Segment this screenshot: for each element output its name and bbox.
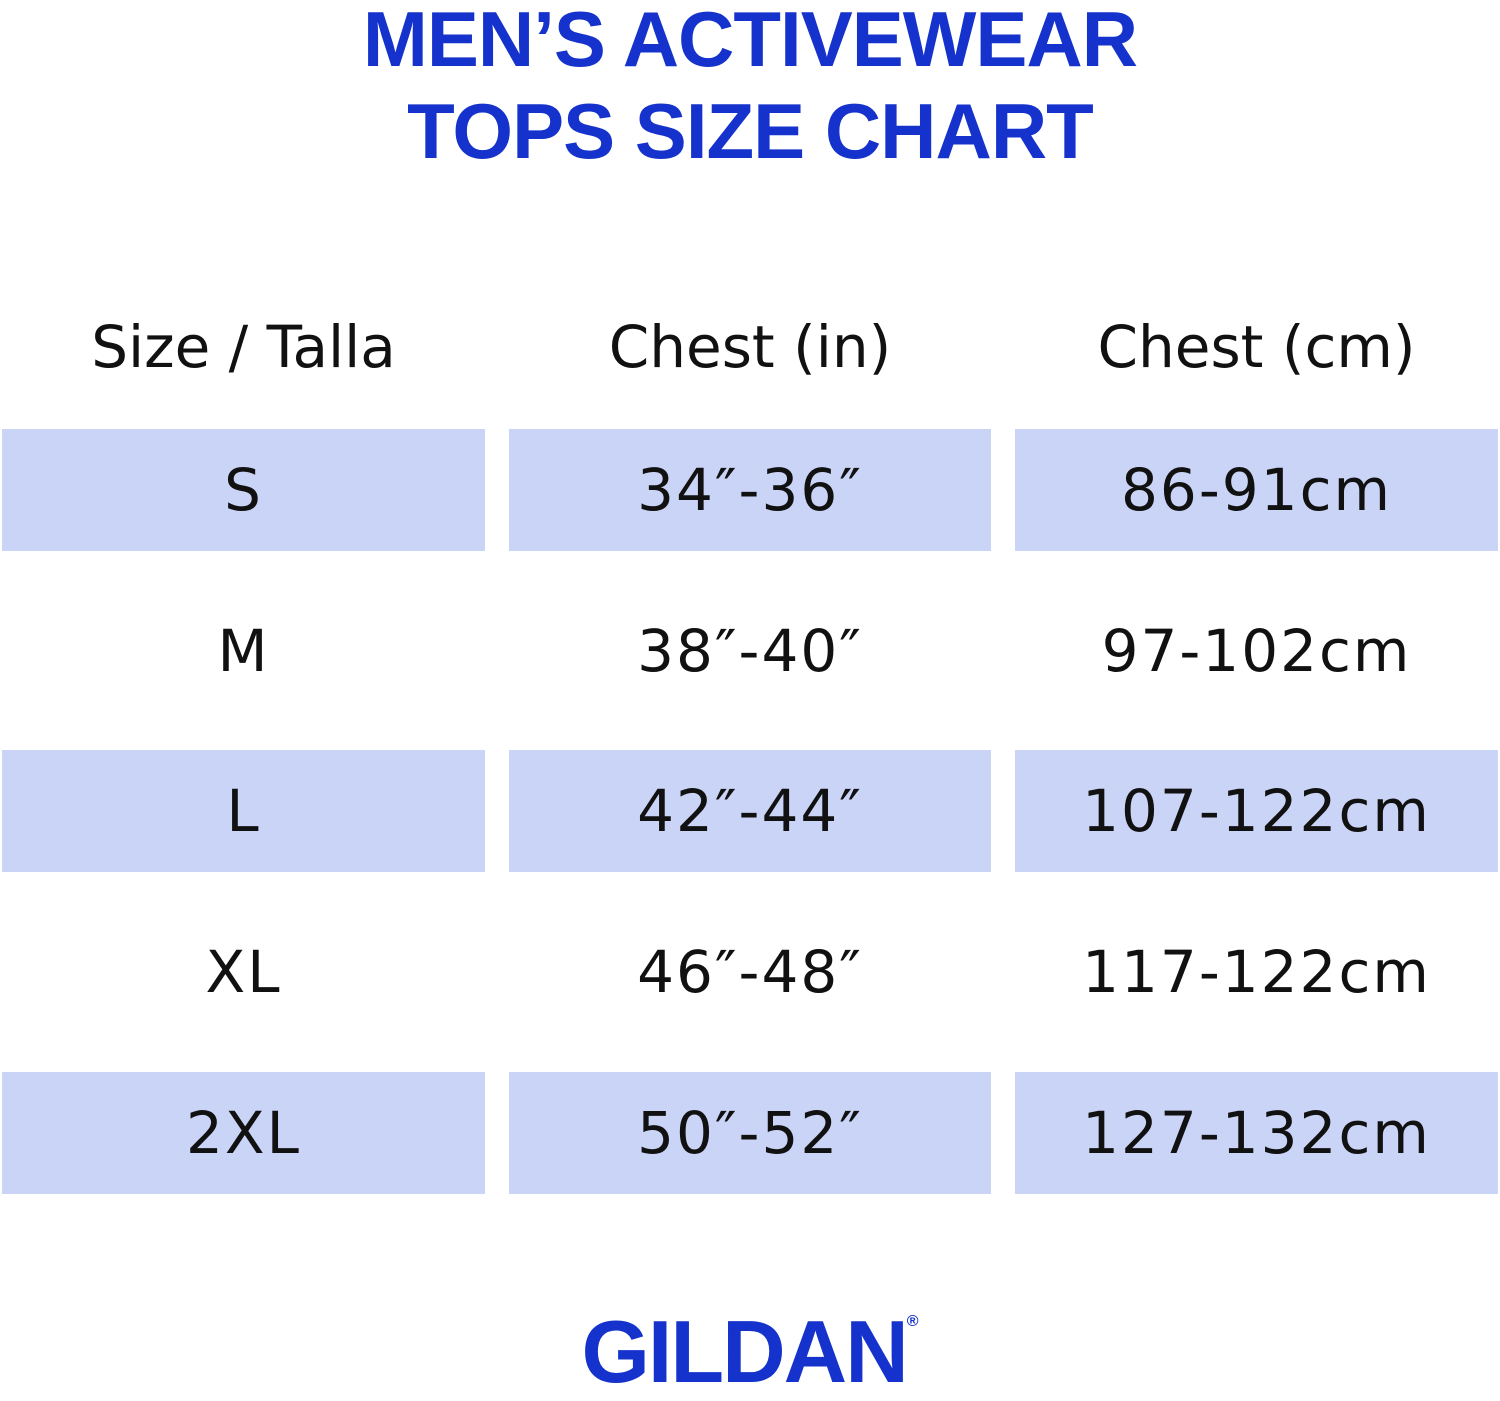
gildan-logo: GILDAN®	[0, 1308, 1500, 1396]
header-chest-cm: Chest (cm)	[1097, 313, 1416, 381]
chest-cm-cell: 97-102cm	[1101, 617, 1412, 685]
title-line-1: MEN’S ACTIVEWEAR	[362, 0, 1138, 83]
registered-mark: ®	[906, 1313, 919, 1330]
chest-cm-cell: 107-122cm	[1015, 750, 1498, 872]
size-cell: S	[2, 429, 485, 551]
table-row: XL 46″-48″ 117-122cm	[0, 911, 1500, 1033]
chest-in-cell: 34″-36″	[509, 429, 991, 551]
size-cell: L	[2, 750, 485, 872]
chest-cm-cell: 117-122cm	[1082, 938, 1431, 1006]
chest-cm-cell: 86-91cm	[1015, 429, 1498, 551]
table-row: M 38″-40″ 97-102cm	[0, 590, 1500, 712]
chest-in-cell: 50″-52″	[509, 1072, 991, 1194]
header-size: Size / Talla	[91, 313, 396, 381]
chest-in-cell: 46″-48″	[637, 938, 863, 1006]
size-cell: M	[217, 617, 270, 685]
size-cell: 2XL	[2, 1072, 485, 1194]
table-row: S 34″-36″ 86-91cm	[0, 429, 1500, 551]
chest-in-cell: 38″-40″	[637, 617, 863, 685]
table-row: L 42″-44″ 107-122cm	[0, 750, 1500, 872]
size-cell: XL	[205, 938, 282, 1006]
chest-cm-cell: 127-132cm	[1015, 1072, 1498, 1194]
table-row: 2XL 50″-52″ 127-132cm	[0, 1072, 1500, 1194]
logo-text: GILDAN	[581, 1302, 908, 1401]
title-line-2: TOPS SIZE CHART	[407, 87, 1094, 175]
header-chest-in: Chest (in)	[608, 313, 892, 381]
chest-in-cell: 42″-44″	[509, 750, 991, 872]
